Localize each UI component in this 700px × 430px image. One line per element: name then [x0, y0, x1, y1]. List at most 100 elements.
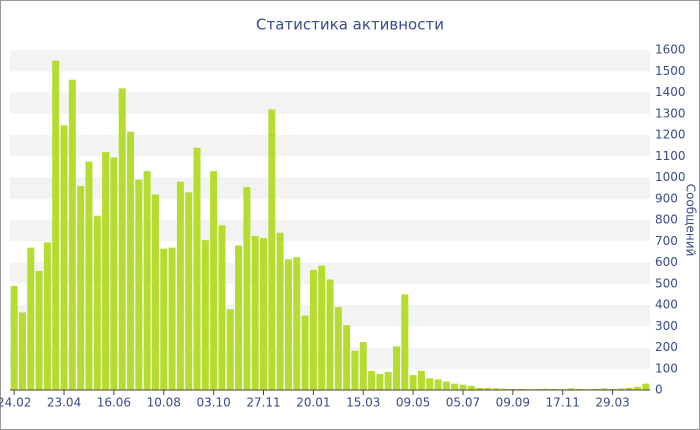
bar [268, 109, 276, 390]
bar [60, 125, 68, 390]
bar [393, 346, 400, 390]
y-tick-label: 700 [655, 234, 678, 248]
grid-band [10, 220, 650, 242]
y-tick-label: 1200 [655, 128, 686, 142]
x-tick-label: 03.10 [196, 396, 230, 410]
bar [467, 385, 475, 390]
bar [542, 388, 550, 390]
bar [284, 259, 292, 390]
bar [160, 248, 168, 390]
y-tick-label: 800 [655, 213, 678, 227]
bar [476, 387, 484, 390]
x-tick-label: 20.01 [296, 396, 330, 410]
y-tick-label: 400 [655, 298, 678, 312]
bar [235, 245, 243, 390]
bar [301, 315, 309, 390]
bar [127, 131, 135, 390]
bar [451, 383, 459, 390]
bar [318, 265, 326, 390]
x-tick-label: 17.11 [546, 396, 580, 410]
bar [334, 307, 342, 390]
y-tick-label: 100 [655, 361, 678, 375]
bar [143, 171, 151, 390]
bar [550, 388, 558, 390]
bar [77, 186, 85, 390]
bar [93, 215, 101, 390]
x-tick-label: 29.03 [595, 396, 629, 410]
bar [384, 371, 392, 390]
bar [118, 88, 126, 390]
bar [368, 370, 376, 390]
grid [10, 50, 650, 369]
x-tick-label: 09.09 [496, 396, 530, 410]
bar [168, 247, 176, 390]
grid-band [10, 50, 650, 72]
bar [35, 271, 43, 390]
grid-band [10, 135, 650, 157]
bar [351, 350, 359, 390]
bar [359, 342, 367, 390]
bar [401, 294, 409, 390]
chart-title: Статистика активности [256, 16, 444, 34]
bar [102, 152, 110, 390]
x-tick-label: 05.07 [446, 396, 480, 410]
y-tick-label: 500 [655, 276, 678, 290]
bar [484, 387, 492, 390]
bar [52, 60, 60, 390]
x-tick-label: 27.11 [246, 396, 280, 410]
y-tick-label: 1400 [655, 85, 686, 99]
grid-band [10, 177, 650, 199]
bar [27, 247, 35, 390]
x-tick-label: 09.05 [396, 396, 430, 410]
bar [609, 388, 617, 390]
bar [251, 235, 259, 390]
bar [567, 388, 575, 390]
bar [434, 379, 442, 390]
bar [501, 388, 509, 390]
x-tick-label: 10.08 [147, 396, 181, 410]
bar [10, 285, 18, 390]
y-tick-label: 600 [655, 255, 678, 269]
bar [226, 309, 234, 390]
bar [110, 157, 118, 390]
bar [426, 378, 434, 390]
bar [509, 388, 517, 390]
bar [534, 388, 542, 390]
y-tick-label: 1300 [655, 106, 686, 120]
bar [218, 225, 226, 390]
bar [343, 325, 351, 390]
y-tick-label: 200 [655, 340, 678, 354]
x-tick-label: 23.04 [47, 396, 81, 410]
bars [10, 60, 650, 390]
bar [634, 386, 642, 390]
bar [18, 312, 26, 390]
y-tick-label: 1600 [655, 43, 686, 57]
bar [326, 279, 334, 390]
y-tick-label: 1500 [655, 64, 686, 78]
grid-band [10, 92, 650, 114]
bar [517, 388, 525, 390]
bar [68, 79, 76, 390]
bar [210, 171, 218, 390]
bar [243, 187, 251, 390]
bar [409, 375, 417, 390]
x-tick-label: 24.02 [0, 396, 31, 410]
bar [417, 370, 425, 390]
bar [592, 388, 600, 390]
y-tick-label: 1000 [655, 170, 686, 184]
bar [260, 238, 267, 390]
y-tick-label: 0 [655, 383, 663, 397]
bar [43, 242, 51, 390]
y-tick-label: 1100 [655, 149, 686, 163]
x-tick-label: 16.06 [97, 396, 131, 410]
y-tick-label: 900 [655, 191, 678, 205]
bar [201, 240, 209, 390]
bar [135, 179, 143, 390]
bar [625, 387, 633, 390]
bar [376, 374, 384, 390]
bar [276, 232, 284, 390]
bar [442, 381, 450, 390]
y-tick-label: 300 [655, 319, 678, 333]
bar [293, 257, 301, 390]
